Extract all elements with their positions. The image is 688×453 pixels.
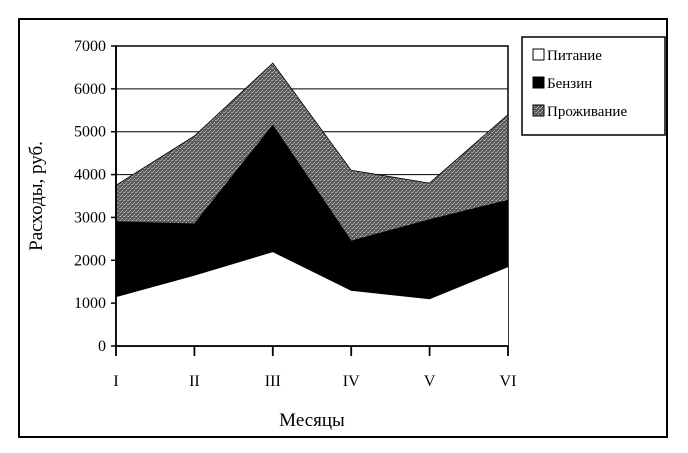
- y-tick-label: 0: [98, 338, 106, 355]
- area-1: [116, 251, 508, 346]
- legend-swatch-3: [532, 104, 545, 117]
- legend-label-3: Проживание: [547, 104, 627, 120]
- y-axis-label: Расходы, руб.: [26, 141, 47, 251]
- y-tick-label: 7000: [74, 38, 106, 55]
- x-tick-label: I: [113, 373, 118, 390]
- legend: Питание Бензин Проживание: [521, 36, 666, 136]
- legend-label-1: Питание: [547, 48, 602, 64]
- x-tick-label: VI: [500, 373, 517, 390]
- x-tick-label: IV: [343, 373, 360, 390]
- y-tick-label: 1000: [74, 295, 106, 312]
- chart-frame: [18, 18, 668, 438]
- x-tick-label: II: [189, 373, 200, 390]
- y-tick-label: 5000: [74, 124, 106, 141]
- y-tick-label: 6000: [74, 81, 106, 98]
- legend-box: [521, 36, 666, 136]
- x-tick-label: V: [424, 373, 436, 390]
- y-tick-label: 2000: [74, 252, 106, 269]
- legend-label-2: Бензин: [547, 76, 592, 92]
- y-tick-label: 4000: [74, 167, 106, 184]
- legend-swatch-1: [532, 48, 545, 61]
- area-3: [115, 62, 509, 242]
- x-axis-label: Месяцы: [279, 410, 345, 431]
- y-tick-label: 3000: [74, 209, 106, 226]
- legend-swatch-2: [532, 76, 545, 89]
- x-tick-label: III: [265, 373, 281, 390]
